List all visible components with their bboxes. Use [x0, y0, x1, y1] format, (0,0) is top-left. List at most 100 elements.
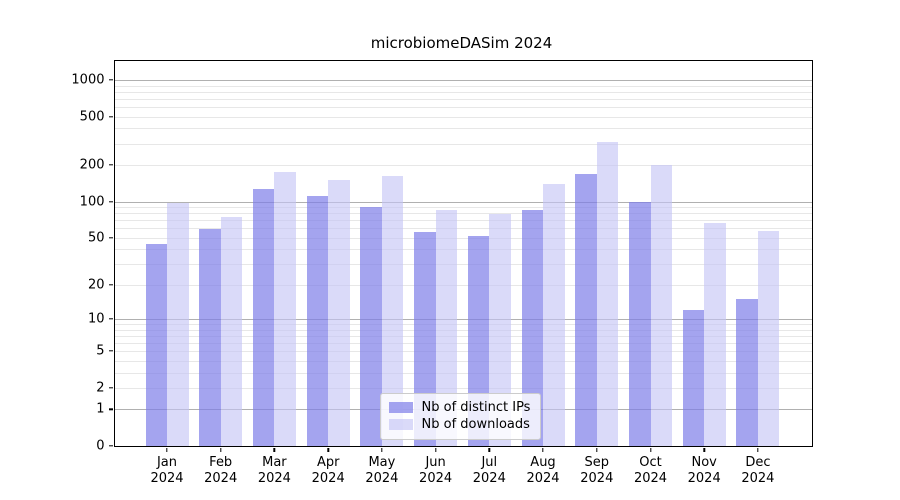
x-tick-label-apr: Apr 2024 — [312, 455, 345, 487]
x-tick-label-nov: Nov 2024 — [688, 455, 721, 487]
x-tick-label-oct: Oct 2024 — [634, 455, 667, 487]
month-label: Sep — [584, 455, 610, 470]
x-tick-label-jul: Jul 2024 — [473, 455, 506, 487]
gridline-y-40 — [114, 249, 812, 251]
x-tick-feb — [219, 447, 222, 453]
x-tick-jul — [488, 447, 490, 453]
gridline-y-3 — [114, 372, 812, 374]
x-tick-label-dec: Dec 2024 — [741, 455, 774, 487]
bar-ips-apr — [306, 195, 329, 446]
legend-swatch-ips — [388, 402, 413, 413]
y-tick-label-50: 50 — [87, 230, 105, 246]
x-tick-sep — [596, 447, 598, 453]
bar-ips-dec — [736, 299, 758, 446]
x-tick-jun — [434, 447, 437, 453]
gridline-y-200 — [114, 165, 812, 166]
x-tick-nov — [703, 447, 705, 453]
bar-ips-aug — [521, 210, 543, 446]
year-label: 2024 — [687, 471, 721, 486]
year-label: 2024 — [472, 471, 506, 486]
bar-downloads-jun — [435, 210, 458, 446]
x-tick-dec — [757, 447, 759, 453]
y-tick-2 — [108, 387, 113, 389]
bar-downloads-may — [381, 176, 404, 446]
x-tick-jan — [166, 447, 168, 453]
month-label: Mar — [262, 455, 287, 470]
y-tick-500 — [108, 115, 113, 118]
y-tick-1 — [108, 408, 113, 410]
year-label: 2024 — [741, 471, 775, 486]
gridline-y-300 — [114, 143, 812, 145]
bar-ips-sep — [575, 173, 597, 446]
y-tick-label-1000: 1000 — [71, 72, 105, 88]
y-tick-label-0: 0 — [96, 438, 105, 454]
x-tick-label-sep: Sep 2024 — [580, 455, 613, 487]
gridline-y-400 — [114, 128, 812, 130]
year-label: 2024 — [150, 471, 184, 486]
bar-ips-jun — [414, 231, 436, 446]
year-label: 2024 — [580, 471, 614, 486]
legend-row-ips: Nb of distinct IPs — [388, 399, 530, 416]
bar-downloads-sep — [596, 141, 619, 446]
year-label: 2024 — [365, 471, 399, 486]
gridline-y-30 — [114, 264, 812, 265]
bar-ips-jan — [145, 244, 167, 446]
month-label: Aug — [530, 455, 556, 470]
bar-downloads-dec — [757, 230, 780, 446]
bar-ips-nov — [682, 310, 705, 446]
month-label: Jun — [425, 455, 446, 470]
gridline-y-5 — [114, 351, 812, 353]
y-tick-label-2: 2 — [96, 380, 105, 396]
x-tick-label-jan: Jan 2024 — [150, 455, 183, 487]
chart-title: microbiomeDASim 2024 — [370, 34, 553, 52]
x-tick-oct — [649, 447, 652, 453]
gridline-y-80 — [114, 213, 812, 215]
month-label: Feb — [209, 455, 233, 470]
y-tick-label-5: 5 — [96, 343, 105, 359]
y-tick-label-100: 100 — [79, 194, 105, 209]
month-label: Nov — [691, 455, 717, 470]
gridline-y-9 — [114, 324, 812, 325]
year-label: 2024 — [257, 471, 291, 486]
y-tick-20 — [108, 283, 113, 286]
y-tick-50 — [108, 236, 113, 239]
gridline-y-2 — [114, 387, 812, 389]
x-tick-may — [381, 447, 383, 453]
bar-downloads-aug — [543, 184, 565, 446]
x-tick-aug — [542, 447, 544, 453]
y-tick-5 — [108, 350, 113, 352]
y-tick-100 — [108, 200, 113, 203]
y-tick-label-500: 500 — [79, 109, 105, 125]
bar-downloads-jan — [167, 203, 189, 446]
y-tick-1000 — [108, 79, 113, 81]
gridline-y-60 — [114, 228, 812, 230]
bar-downloads-mar — [274, 172, 296, 446]
year-label: 2024 — [311, 471, 345, 486]
gridline-y-7 — [114, 335, 812, 337]
bar-downloads-oct — [650, 165, 672, 446]
y-tick-200 — [108, 164, 113, 166]
x-tick-label-feb: Feb 2024 — [204, 455, 237, 487]
gridline-y-1000 — [114, 79, 812, 81]
legend-label: Nb of downloads — [421, 417, 530, 432]
y-tick-label-10: 10 — [87, 311, 105, 327]
gridline-y-500 — [114, 116, 812, 118]
gridline-y-8 — [114, 329, 812, 331]
bar-downloads-nov — [704, 223, 726, 446]
gridline-y-50 — [114, 237, 812, 239]
gridline-y-90 — [114, 207, 812, 208]
bar-downloads-jul — [489, 213, 511, 446]
y-tick-0 — [108, 445, 113, 447]
gridline-y-10 — [114, 318, 812, 320]
month-label: Jan — [156, 455, 178, 470]
gridline-y-20 — [114, 284, 812, 286]
legend-row-downloads: Nb of downloads — [388, 416, 531, 433]
gridline-y-70 — [114, 220, 812, 222]
bar-ips-oct — [629, 202, 651, 446]
y-tick-label-200: 200 — [79, 157, 105, 173]
bar-ips-mar — [252, 189, 275, 446]
year-label: 2024 — [204, 471, 238, 486]
bar-downloads-apr — [328, 179, 350, 446]
x-tick-label-aug: Aug 2024 — [526, 455, 559, 487]
